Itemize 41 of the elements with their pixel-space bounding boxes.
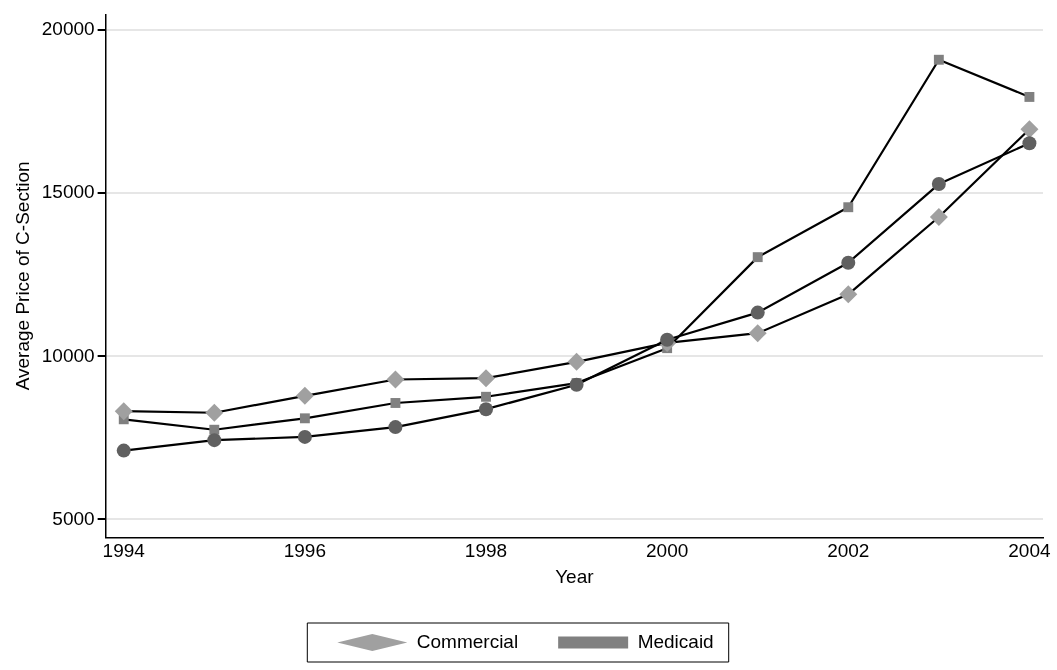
point — [933, 54, 944, 65]
y-tick-label: 20000 — [41, 18, 95, 40]
y-tick-label: 15000 — [41, 181, 95, 203]
point — [205, 403, 224, 422]
point — [748, 324, 767, 343]
point — [477, 369, 496, 388]
x-tick-label: 1996 — [283, 540, 327, 562]
point — [297, 429, 312, 444]
y-tick-label: 5000 — [52, 507, 95, 529]
point — [750, 305, 765, 320]
point — [1024, 92, 1035, 102]
point — [295, 386, 314, 405]
point — [841, 255, 856, 270]
x-tick-label: 1998 — [464, 540, 508, 562]
point — [114, 402, 133, 421]
point — [660, 332, 675, 347]
x-tick-label: 2004 — [1008, 540, 1051, 562]
point — [479, 402, 494, 417]
legend-label: Medicaid — [637, 630, 714, 652]
point — [929, 208, 948, 227]
point — [843, 202, 854, 213]
x-tick-label: 2002 — [827, 540, 870, 562]
point — [388, 420, 403, 435]
x-tick-label: 1994 — [102, 540, 146, 562]
point — [752, 252, 763, 263]
point — [386, 370, 405, 389]
point — [481, 391, 491, 402]
legend-label: Commercial — [416, 630, 519, 652]
x-tick-label: 2000 — [646, 540, 689, 562]
point — [931, 177, 946, 192]
y-tick-label: 10000 — [41, 344, 95, 366]
point — [390, 398, 401, 408]
y-axis-title: Average Price of C-Section — [11, 161, 33, 391]
point — [207, 433, 222, 448]
point — [1020, 120, 1039, 139]
point — [1022, 136, 1037, 151]
point — [299, 413, 310, 424]
point — [567, 352, 586, 371]
x-axis-title: Year — [555, 565, 595, 587]
point — [116, 443, 131, 458]
point — [839, 285, 858, 304]
